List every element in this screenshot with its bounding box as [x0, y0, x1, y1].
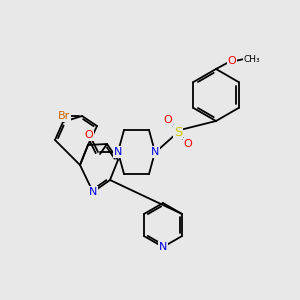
Text: CH₃: CH₃	[244, 55, 260, 64]
Text: O: O	[164, 115, 172, 125]
Text: O: O	[85, 130, 93, 140]
Text: S: S	[174, 125, 182, 139]
Text: N: N	[159, 242, 167, 252]
Text: N: N	[151, 147, 159, 157]
Text: N: N	[89, 187, 97, 197]
Text: N: N	[114, 147, 122, 157]
Text: O: O	[228, 56, 236, 66]
Text: Br: Br	[58, 111, 70, 121]
Text: O: O	[184, 139, 192, 149]
